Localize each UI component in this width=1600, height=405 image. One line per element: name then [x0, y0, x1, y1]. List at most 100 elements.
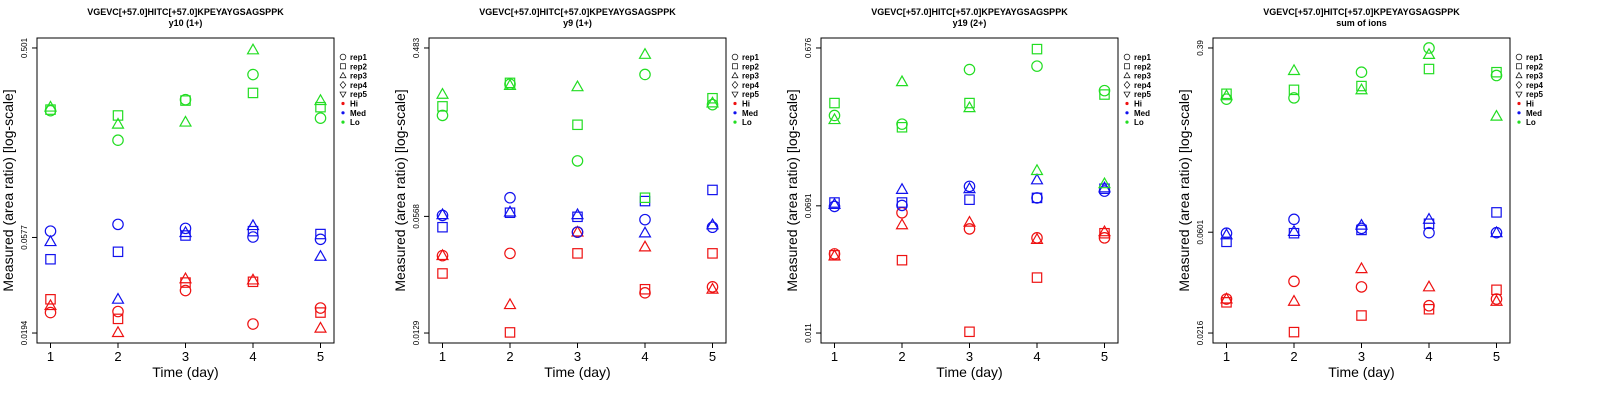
legend-dot-hi	[1125, 101, 1129, 106]
data-point-med-rep2	[572, 211, 583, 223]
legend-label-rep4: rep4	[742, 81, 759, 90]
y-tick-label: 0.0577	[20, 225, 29, 250]
data-point-med-rep3	[436, 207, 449, 220]
data-point-hi-rep3	[111, 325, 125, 338]
x-axis-label: Time (day)	[936, 364, 1002, 380]
legend-dot-lo	[1517, 120, 1521, 124]
x-tick-label: 2	[506, 349, 513, 364]
data-point-lo-rep1	[1490, 69, 1503, 82]
data-point-lo-rep3	[1030, 163, 1044, 176]
data-point-lo-rep3	[314, 93, 327, 106]
data-point-lo-rep3	[503, 78, 517, 90]
data-point-med-rep3	[1490, 225, 1503, 238]
data-point-lo-rep2	[707, 92, 718, 104]
x-tick-label: 3	[182, 349, 189, 364]
legend-dot-med	[1517, 111, 1521, 115]
legend-label-rep5: rep5	[1526, 90, 1543, 99]
data-point-med-rep1	[639, 213, 651, 226]
y-tick-label: 0.501	[20, 37, 29, 58]
data-point-lo-rep2	[1356, 80, 1367, 92]
data-point-hi-rep2	[1423, 303, 1435, 315]
legend-label-hi: Hi	[1134, 100, 1142, 109]
x-tick-label: 1	[439, 349, 446, 364]
data-point-med-rep1	[247, 231, 259, 243]
data-point-lo-rep2	[572, 119, 583, 131]
data-point-hi-rep1	[1423, 299, 1435, 312]
data-point-med-rep1	[828, 200, 841, 213]
data-point-lo-rep1	[1098, 84, 1111, 97]
legend-label-med: Med	[1526, 109, 1542, 118]
data-point-lo-rep3	[571, 79, 584, 92]
legend-dot-med	[733, 111, 737, 115]
data-point-med-rep2	[247, 225, 259, 237]
legend-marker-rep5	[1515, 91, 1523, 99]
legend-marker-rep2	[732, 63, 738, 70]
data-point-hi-rep1	[44, 306, 57, 319]
legend-dot-lo	[1125, 120, 1129, 124]
data-point-med-rep2	[112, 246, 124, 258]
data-point-lo-rep3	[179, 115, 192, 127]
legend-label-rep1: rep1	[742, 53, 759, 62]
x-axis-label: Time (day)	[544, 364, 610, 380]
data-point-hi-rep3	[1098, 224, 1111, 237]
legend-label-med: Med	[350, 109, 366, 118]
data-point-hi-rep3	[1422, 279, 1436, 292]
data-point-med-rep2	[707, 184, 718, 196]
data-point-hi-rep2	[707, 248, 718, 259]
data-point-lo-rep1	[706, 98, 719, 111]
y-tick-label: 0.0601	[1196, 219, 1205, 244]
data-point-lo-rep1	[1355, 66, 1368, 78]
legend-label-rep4: rep4	[1526, 81, 1543, 90]
data-point-lo-rep1	[112, 134, 124, 146]
data-point-lo-rep2	[315, 101, 326, 113]
data-point-lo-rep3	[436, 87, 449, 99]
legend-label-rep2: rep2	[742, 62, 759, 71]
data-point-hi-rep1	[112, 305, 124, 318]
x-tick-label: 4	[1033, 349, 1040, 364]
data-point-hi-rep3	[246, 273, 260, 285]
data-point-hi-rep2	[315, 307, 326, 318]
legend-marker-rep3	[1515, 71, 1523, 79]
legend-marker-rep4	[731, 80, 739, 89]
legend-marker-rep2	[340, 63, 346, 70]
y-tick-label: 0.483	[412, 37, 421, 58]
data-point-lo-rep1	[571, 155, 584, 167]
legend-label-lo: Lo	[742, 118, 752, 127]
data-point-hi-rep3	[314, 321, 327, 333]
data-point-med-rep3	[246, 218, 260, 231]
data-point-lo-rep2	[829, 97, 840, 109]
x-tick-label: 3	[1358, 349, 1365, 364]
data-point-hi-rep2	[1356, 310, 1367, 321]
data-point-lo-rep2	[112, 110, 124, 121]
legend-marker-rep3	[1123, 71, 1131, 79]
legend-marker-rep3	[339, 71, 347, 79]
data-point-med-rep1	[706, 221, 719, 234]
data-point-med-rep2	[1491, 207, 1502, 218]
data-point-med-rep3	[1287, 224, 1301, 237]
x-axis-label: Time (day)	[152, 364, 218, 380]
legend-label-rep4: rep4	[350, 81, 367, 90]
data-point-med-rep3	[1220, 227, 1233, 240]
data-point-med-rep3	[638, 226, 652, 238]
legend-label-rep2: rep2	[1526, 62, 1543, 71]
legend-label-hi: Hi	[1526, 100, 1534, 109]
data-point-hi-rep3	[1220, 292, 1233, 304]
legend-label-rep5: rep5	[350, 90, 367, 99]
data-point-med-rep3	[44, 234, 57, 247]
data-point-med-rep2	[45, 253, 56, 265]
data-point-lo-rep2	[896, 121, 908, 133]
legend-label-rep5: rep5	[1134, 90, 1151, 99]
data-point-hi-rep2	[45, 294, 56, 305]
x-tick-label: 3	[966, 349, 973, 364]
legend-marker-rep2	[1124, 63, 1130, 70]
legend-marker-rep5	[339, 91, 347, 99]
chart-subtitle: y19 (2+)	[953, 18, 987, 28]
data-point-hi-rep3	[1355, 261, 1368, 274]
plot-frame	[36, 37, 335, 344]
data-point-med-rep3	[111, 292, 125, 304]
data-point-lo-rep1	[1288, 92, 1300, 104]
data-point-med-rep1	[504, 191, 516, 204]
legend-marker-rep4	[1123, 80, 1131, 89]
data-point-med-rep3	[1030, 172, 1044, 185]
